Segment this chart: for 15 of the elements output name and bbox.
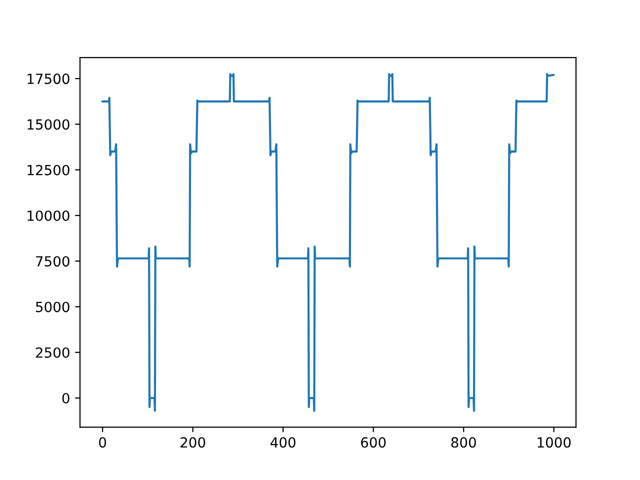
y-tick-label: 0 [62,392,70,404]
y-tick-label: 15000 [28,119,70,130]
y-tick-label: 7500 [36,256,70,267]
y-tick-label: 17500 [28,74,70,84]
y-tick-label: 12500 [28,164,70,176]
x-tick-label: 200 [180,437,206,448]
x-tick-label: 1000 [538,437,571,448]
x-tick-label: 400 [270,437,296,448]
x-tick-label: 800 [451,437,476,448]
line-series [102,72,554,412]
x-tick-label: 0 [99,437,106,448]
x-tick-label: 600 [361,437,386,448]
y-tick-label: 2500 [36,347,70,358]
y-tick-label: 10000 [28,210,70,221]
y-tick-label: 5000 [36,302,70,312]
